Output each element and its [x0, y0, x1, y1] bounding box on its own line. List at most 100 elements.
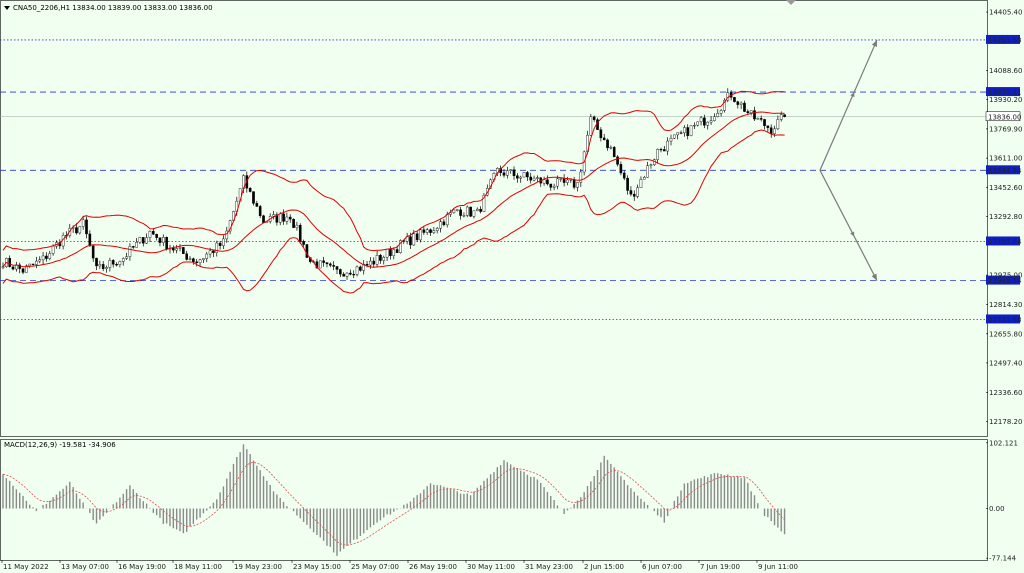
candle-body [111, 260, 115, 265]
macd-y-tick-label: 0.00 [989, 505, 1005, 513]
candle-body [81, 219, 85, 227]
symbol-menu-icon[interactable] [4, 6, 10, 10]
candle-body [706, 121, 710, 126]
candle-body [626, 177, 629, 191]
candle-body [532, 177, 536, 181]
x-tick-label: 18 May 11:00 [174, 563, 222, 571]
candle-body [329, 263, 332, 266]
candle-body [255, 203, 259, 207]
candle-body [572, 179, 576, 188]
candle-body [158, 237, 162, 243]
candle-body [616, 156, 619, 165]
candle-body [432, 230, 436, 233]
candle-body [599, 129, 603, 139]
bollinger-lower [2, 129, 785, 294]
y-tick-label: 12336.60 [989, 389, 1022, 397]
candle-body [739, 102, 743, 105]
x-tick-label: 7 Jun 19:00 [700, 563, 740, 571]
candle-body [165, 236, 168, 250]
candle-body [766, 125, 770, 128]
candle-body [349, 272, 352, 275]
projection-arrowhead [871, 273, 877, 281]
candle-body [472, 210, 476, 217]
candle-body [128, 246, 132, 257]
candle-body [676, 132, 679, 136]
macd-y-tick-label: 102.121 [989, 439, 1018, 447]
candle-body [422, 229, 426, 233]
candle-body [31, 263, 35, 265]
candle-body [362, 263, 366, 271]
candle-body [151, 231, 155, 235]
candle-body [51, 245, 55, 254]
candle-body [632, 193, 636, 197]
candle-body [48, 253, 52, 259]
candle-body [656, 148, 659, 160]
candle-body [131, 246, 135, 248]
y-tick-label: 12814.30 [989, 301, 1022, 309]
candle-body [85, 219, 88, 235]
candle-body [218, 242, 222, 246]
level-label: 14253.68 [988, 36, 1021, 44]
candle-body [145, 237, 148, 244]
y-tick-label: 12178.20 [989, 418, 1022, 426]
candle-body [779, 114, 783, 120]
candle-body [619, 164, 623, 174]
candle-body [559, 178, 563, 180]
candle-body [375, 255, 379, 265]
candle-body [546, 179, 549, 185]
candle-body [192, 258, 195, 263]
candle-body [258, 206, 262, 216]
candle-body [776, 119, 780, 130]
candle-body [716, 113, 720, 117]
bollinger-upper [2, 90, 785, 252]
candle-body [612, 147, 616, 158]
candle-body [25, 265, 28, 273]
level-label: 13157.84 [988, 238, 1022, 246]
candle-body [465, 206, 469, 216]
candle-body [115, 264, 118, 266]
candle-body [709, 120, 713, 123]
candle-body [78, 226, 82, 234]
candle-body [439, 221, 442, 229]
x-tick-label: 30 May 11:00 [467, 563, 515, 571]
y-tick-label: 12497.40 [989, 359, 1022, 367]
candle-body [202, 258, 205, 261]
candle-body [723, 99, 726, 111]
bollinger-middle [2, 111, 785, 268]
level-label-box [986, 165, 1020, 175]
y-tick-label: 13452.60 [989, 184, 1022, 192]
candle-body [282, 213, 285, 222]
candle-body [569, 179, 573, 181]
level-label: 12733.68 [988, 316, 1021, 324]
candle-body [592, 116, 596, 120]
candle-body [536, 177, 539, 179]
candle-body [125, 256, 128, 259]
chart-shift-marker[interactable] [786, 0, 796, 5]
candle-body [445, 214, 449, 226]
y-tick-label: 13611.00 [989, 155, 1022, 163]
x-tick-label: 9 Jun 11:00 [758, 563, 798, 571]
macd-signal-line [2, 461, 785, 546]
candle-body [419, 229, 422, 241]
candle-body [175, 248, 178, 251]
candle-body [622, 172, 626, 179]
candle-body [252, 191, 255, 204]
y-tick-label: 13292.80 [989, 213, 1022, 221]
y-tick-label: 12975.00 [989, 272, 1022, 280]
candle-body [365, 263, 369, 266]
candle-body [449, 212, 452, 215]
x-tick-label: 16 May 19:00 [118, 563, 166, 571]
candle-body [355, 266, 359, 275]
candle-body [38, 259, 42, 262]
projection-line [819, 170, 878, 281]
candle-body [292, 218, 295, 228]
candle-body [552, 185, 556, 188]
candle-body [319, 260, 322, 269]
candle-body [475, 208, 479, 211]
candle-body [88, 233, 92, 247]
x-tick-label: 23 May 15:00 [293, 563, 341, 571]
candle-body [759, 118, 763, 120]
candle-body [121, 258, 125, 262]
candle-body [693, 125, 696, 127]
